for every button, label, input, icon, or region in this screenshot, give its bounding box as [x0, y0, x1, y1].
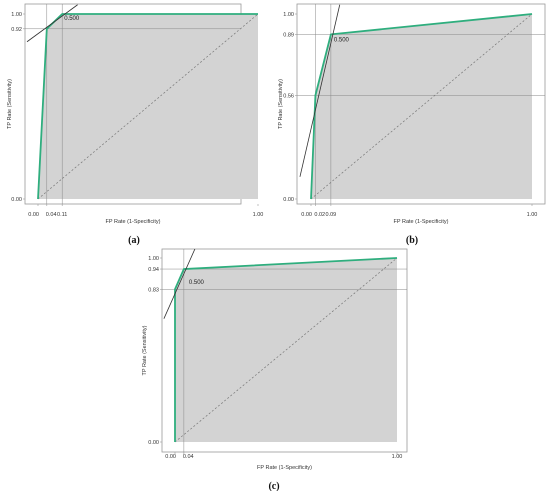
- x-tick-label: 0.00: [165, 454, 176, 460]
- roc-panel-c: 0.500 0.00 0.04 1.00 0.00 0.83 0.94 1.00 FP Rate…: [142, 248, 408, 491]
- cutoff-label: 0.500: [189, 280, 205, 286]
- plot-frame: [296, 3, 546, 205]
- x-tick-label: 0.04: [183, 454, 194, 460]
- y-tick-label: 1.00: [283, 12, 294, 18]
- x-tick-label: 1.00: [392, 454, 403, 460]
- chance-diagonal: [174, 257, 398, 443]
- x-axis-label: FP Rate (1-Specificity): [106, 219, 161, 225]
- cutoff-label: 0.500: [64, 16, 80, 22]
- y-tick-label: 0.56: [283, 93, 294, 99]
- y-tick-label: 0.92: [11, 27, 22, 33]
- y-tick-label: 0.00: [283, 197, 294, 203]
- x-tick-label: 0.11: [57, 212, 67, 218]
- panel-label: (a): [128, 235, 140, 246]
- tangent-line: [163, 249, 196, 319]
- y-axis-label: TP Rate (Sensitivity): [278, 79, 284, 129]
- x-tick-label: 0.00: [28, 212, 39, 218]
- y-axis-label: TP Rate (Sensitivity): [7, 79, 13, 129]
- y-tick-label: 1.00: [148, 256, 159, 262]
- y-tick-label: 0.94: [148, 267, 159, 273]
- plot-frame: [161, 248, 408, 453]
- tangent-line: [26, 4, 78, 43]
- x-tick-label: 0.00: [301, 212, 312, 218]
- x-tick-label: 0.02: [314, 212, 325, 218]
- cutoff-label: 0.500: [334, 37, 350, 43]
- chance-diagonal: [310, 13, 533, 200]
- x-tick-label: 0.04: [46, 212, 57, 218]
- area-under-curve: [38, 14, 258, 199]
- roc-curve: [174, 257, 398, 442]
- y-tick-label: 0.00: [148, 440, 159, 446]
- y-tick-label: 0.83: [148, 287, 159, 293]
- x-axis-label: FP Rate (1-Specificity): [394, 219, 449, 225]
- y-tick-label: 0.00: [11, 197, 22, 203]
- x-tick-label: 1.00: [253, 212, 264, 218]
- panel-label: (c): [268, 481, 279, 491]
- roc-curve: [310, 13, 533, 200]
- tangent-line: [299, 4, 341, 177]
- y-axis-label: TP Rate (Sensitivity): [142, 325, 148, 375]
- x-axis-label: FP Rate (1-Specificity): [257, 465, 312, 471]
- x-tick-label: 0.09: [326, 212, 337, 218]
- y-tick-label: 1.00: [11, 12, 22, 18]
- panel-label: (b): [406, 235, 418, 246]
- roc-panel-a: 0.500 0.00 0.04 0.11 1.00 0.00 0.92 1.00 FP Rate…: [7, 3, 264, 246]
- y-tick-label: 0.89: [283, 32, 294, 38]
- x-tick-label: 1.00: [527, 212, 538, 218]
